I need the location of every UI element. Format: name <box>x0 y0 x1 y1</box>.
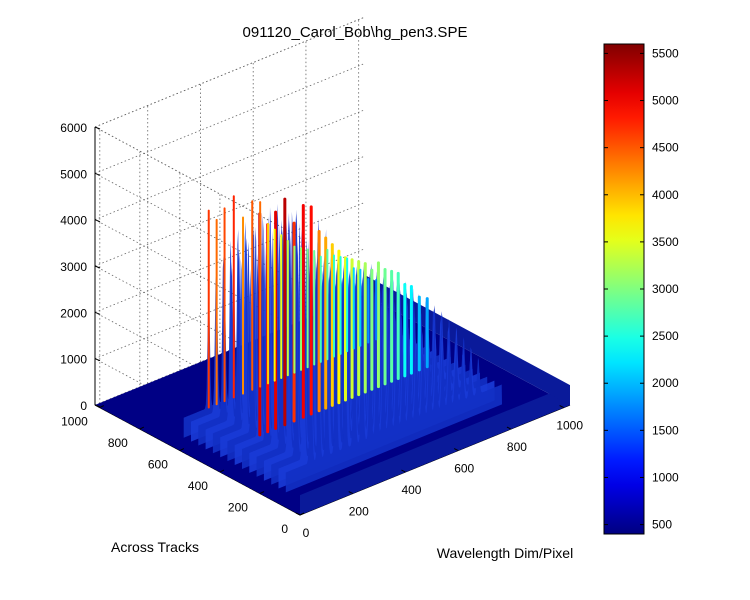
z-tick-label: 2000 <box>60 306 87 320</box>
grid-line <box>94 294 366 406</box>
grid-line <box>94 126 301 238</box>
grid-line <box>94 16 366 128</box>
z-tick-label: 6000 <box>60 121 87 135</box>
z-tick-label: 5000 <box>60 167 87 181</box>
colorbar-tick-label: 3500 <box>652 235 679 249</box>
surface-front-edge <box>300 385 570 515</box>
colorbar-tick-label: 1000 <box>652 470 679 484</box>
surface-side-edge <box>365 275 570 405</box>
grid-line <box>94 265 301 377</box>
y-tick-label: 0 <box>281 522 288 536</box>
z-tick-label: 4000 <box>60 214 87 228</box>
grid-line <box>94 109 366 221</box>
axis-ticks: 0 200 400 600 800 1000 0 200 400 600 800 1000 0 1000 2… <box>60 121 583 540</box>
colorbar-tick-label: 2000 <box>652 376 679 390</box>
colorbar-tick-label: 4500 <box>652 141 679 155</box>
colorbar-tick-label: 5500 <box>652 46 679 60</box>
surface-slice <box>285 330 502 493</box>
x-tick-label: 0 <box>303 526 310 540</box>
colorbar-tick-label: 2500 <box>652 329 679 343</box>
x-axis-label: Wavelength Dim/Pixel <box>437 545 573 561</box>
y-tick-label: 200 <box>228 501 248 515</box>
colorbar-tick-label: 1500 <box>652 423 679 437</box>
z-tick-label: 0 <box>80 399 87 413</box>
colorbar-tick-label: 3000 <box>652 282 679 296</box>
colorbar-scale <box>603 43 645 535</box>
x-tick-label: 1000 <box>556 419 583 433</box>
spectral-surface <box>95 195 570 515</box>
x-tick-label: 400 <box>401 483 421 497</box>
y-axis-label: Across Tracks <box>111 539 199 555</box>
y-tick-label: 800 <box>108 436 128 450</box>
colorbar-tick-label: 500 <box>652 518 672 532</box>
x-tick-label: 600 <box>454 462 474 476</box>
chart-title: 091120_Carol_Bob\hg_pen3.SPE <box>243 24 468 41</box>
colorbar: 500 1000 1500 2000 2500 3000 3500 4000 4500 5000 5… <box>603 43 679 535</box>
z-tick-label: 1000 <box>60 353 87 367</box>
y-tick-label: 600 <box>148 458 168 472</box>
grid-line <box>94 219 301 331</box>
grid-line <box>94 172 301 284</box>
z-tick-label: 3000 <box>60 260 87 274</box>
grid-line <box>94 62 366 174</box>
colorbar-tick-label: 5000 <box>652 94 679 108</box>
colorbar-tick-label: 4000 <box>652 188 679 202</box>
x-tick-label: 200 <box>349 505 369 519</box>
y-tick-label: 400 <box>188 479 208 493</box>
y-tick-label: 1000 <box>61 415 88 429</box>
grid-line <box>94 201 366 313</box>
x-tick-label: 800 <box>507 440 527 454</box>
